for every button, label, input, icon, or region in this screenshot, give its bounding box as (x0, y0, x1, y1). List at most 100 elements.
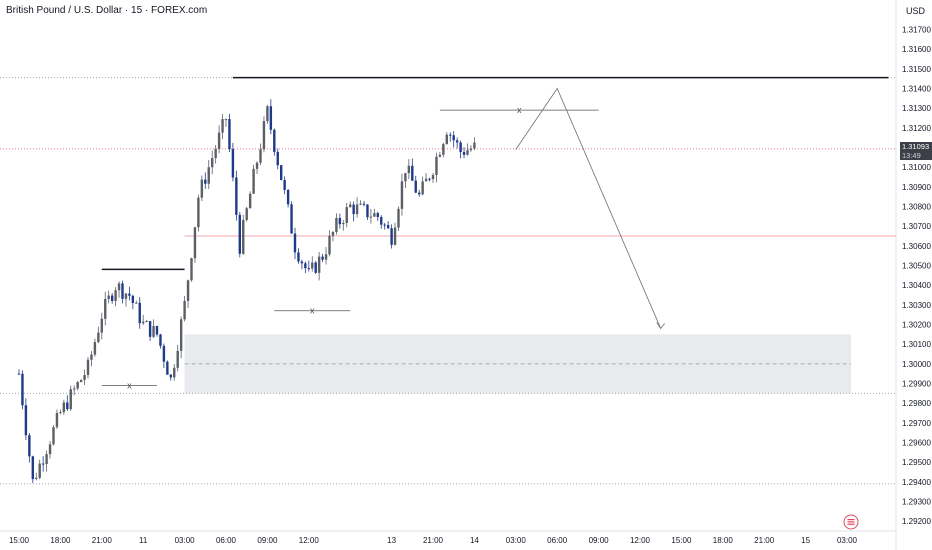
candle-body (418, 192, 421, 195)
candle-body (328, 235, 331, 255)
x-tick-label: 21:00 (92, 536, 113, 545)
candle-body (52, 427, 55, 445)
candle-body (245, 208, 248, 220)
candle-body (186, 280, 190, 301)
candle-body (466, 150, 469, 155)
candle-body (24, 405, 28, 436)
x-tick-label: 21:00 (754, 536, 775, 545)
candle-body (73, 388, 76, 390)
candle-body (242, 219, 245, 254)
candle-body (100, 318, 103, 333)
currency-label[interactable]: USD (906, 6, 926, 16)
candle-body (469, 148, 473, 151)
candle-body (124, 293, 128, 299)
candle-body (59, 412, 62, 414)
candle-body (86, 359, 90, 375)
candle-body (93, 342, 97, 355)
candle-body (462, 152, 466, 155)
candle-body (369, 216, 373, 218)
candle-body (380, 216, 383, 225)
candle-body (255, 162, 259, 169)
y-tick-label: 1.30000 (902, 360, 931, 369)
x-tick-label: 15:00 (9, 536, 30, 545)
candle-body (128, 293, 131, 296)
candle-body (235, 177, 238, 215)
demand-zone (184, 334, 852, 394)
candle-body (110, 295, 114, 301)
bar-countdown-label: 13:49 (902, 151, 921, 160)
candle-body (349, 204, 352, 208)
candle-body (28, 435, 31, 457)
x-tick-label: 12:00 (299, 536, 320, 545)
y-tick-label: 1.31400 (902, 85, 931, 94)
candle-body (445, 134, 448, 144)
candle-body (438, 154, 442, 157)
y-axis-ticks: 1.31700 1.31600 1.31500 1.31400 1.31300 1.312… (902, 26, 931, 527)
candle-body (280, 165, 283, 180)
candle-body (104, 299, 107, 319)
y-tick-label: 1.31500 (902, 65, 931, 74)
candle-body (66, 402, 69, 410)
candle-body (238, 214, 241, 254)
candle-body (397, 208, 400, 228)
projection-polyline (515, 87, 662, 329)
x-tick-label: 21:00 (423, 536, 444, 545)
candle-body (411, 165, 414, 181)
candle-body (21, 373, 24, 406)
candle-body (76, 382, 79, 389)
x-tick-label: 09:00 (589, 536, 610, 545)
candle-body (373, 213, 376, 217)
candle-body (407, 165, 411, 174)
candle-body (435, 156, 438, 176)
y-tick-label: 1.30700 (902, 222, 931, 231)
y-tick-label: 1.29200 (902, 517, 931, 526)
candle-body (231, 148, 235, 178)
candle-body (431, 175, 435, 180)
y-tick-label: 1.31700 (902, 26, 931, 35)
candle-body (449, 134, 452, 136)
tradingview-logo-icon[interactable] (843, 514, 859, 530)
candle-body (366, 204, 369, 218)
candle-body (83, 374, 86, 380)
candle-body (352, 204, 355, 215)
candle-body (214, 148, 217, 159)
y-tick-label: 1.30800 (902, 203, 931, 212)
candle-body (69, 389, 72, 410)
candle-body (266, 106, 269, 122)
candle-body (300, 261, 304, 264)
candle-body (107, 295, 110, 300)
candle-body (145, 321, 148, 323)
current-price-badge: 1.31093 13:49 (900, 142, 932, 160)
candle-body (473, 142, 476, 149)
candle-body (259, 149, 262, 163)
candle-body (459, 142, 462, 153)
candle-body (148, 321, 152, 337)
candle-body (45, 454, 48, 464)
candle-body (166, 361, 169, 375)
x-tick-label: 03:00 (837, 536, 858, 545)
candle-body (90, 354, 93, 360)
structure-x-label: x (310, 306, 315, 316)
candle-body (359, 203, 362, 205)
x-tick-label: 06:00 (216, 536, 237, 545)
y-tick-label: 1.30400 (902, 281, 931, 290)
candle-body (221, 119, 224, 133)
candle-body (252, 168, 255, 194)
y-tick-label: 1.31200 (902, 124, 931, 133)
candle-body (41, 463, 45, 465)
candle-body (173, 367, 176, 378)
candle-body (390, 228, 393, 245)
candlestick-series (17, 99, 476, 483)
x-tick-label: 12:00 (630, 536, 651, 545)
y-tick-label: 1.31000 (902, 163, 931, 172)
y-tick-label: 1.30500 (902, 262, 931, 271)
candle-body (248, 193, 252, 209)
y-tick-label: 1.30900 (902, 183, 931, 192)
y-tick-label: 1.30200 (902, 321, 931, 330)
candle-body (273, 129, 276, 152)
candle-body (17, 373, 21, 375)
candle-body (79, 379, 83, 383)
candle-body (331, 232, 335, 236)
candle-body (159, 334, 162, 346)
